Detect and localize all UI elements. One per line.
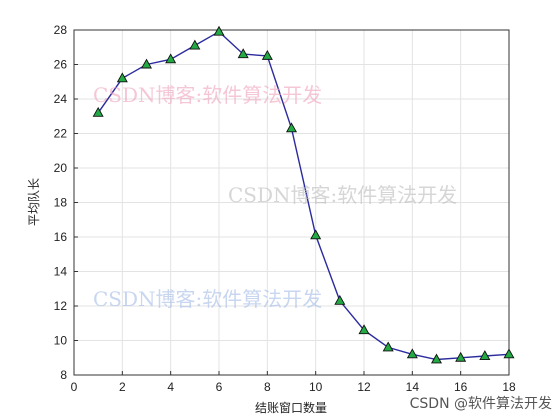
data-point-marker — [358, 324, 370, 335]
data-point-marker — [406, 348, 418, 359]
data-point-marker — [479, 350, 491, 360]
x-tick-label: 4 — [167, 380, 174, 394]
y-axis: 8 10 12 14 16 18 20 22 24 26 28 — [54, 23, 78, 382]
x-tick-label: 16 — [454, 380, 468, 394]
y-tick-label: 26 — [54, 58, 68, 72]
y-tick-label: 12 — [54, 299, 68, 313]
x-tick-label: 6 — [216, 380, 223, 394]
data-point-marker — [334, 294, 346, 305]
x-tick-label: 18 — [502, 380, 516, 394]
y-tick-label: 22 — [54, 127, 68, 141]
x-tick-label: 8 — [264, 380, 271, 394]
data-point-marker — [503, 348, 515, 359]
y-tick-label: 16 — [54, 230, 68, 244]
data-point-marker — [285, 122, 298, 133]
y-tick-label: 20 — [54, 161, 68, 175]
data-point-marker — [140, 58, 153, 69]
series-line — [97, 30, 510, 361]
x-axis-label: 结账窗口数量 — [255, 400, 327, 415]
y-tick-label: 14 — [54, 265, 68, 279]
data-point-marker — [430, 353, 443, 364]
x-tick-label: 12 — [357, 380, 371, 394]
x-tick-label: 14 — [406, 380, 420, 394]
data-point-marker — [116, 72, 128, 83]
watermark-pink: CSDN博客:软件算法开发 — [93, 83, 322, 107]
y-tick-label: 8 — [60, 368, 67, 382]
y-tick-label: 10 — [54, 334, 68, 348]
csdn-credit: CSDN @软件算法开发 — [410, 396, 552, 412]
y-tick-label: 18 — [54, 196, 68, 210]
x-tick-label: 2 — [119, 380, 126, 394]
data-point-marker — [189, 39, 201, 50]
x-axis: 0 2 4 6 8 10 12 14 16 18 — [71, 371, 516, 394]
watermark-blue: CSDN博客:软件算法开发 — [93, 287, 322, 311]
y-axis-label: 平均队长 — [26, 178, 41, 226]
x-tick-label: 10 — [309, 380, 323, 394]
data-point-marker — [261, 49, 273, 60]
data-point-marker — [213, 25, 225, 36]
data-point-marker — [455, 351, 467, 362]
series-markers — [92, 25, 515, 364]
data-point-marker — [382, 341, 394, 352]
data-point-marker — [165, 53, 177, 64]
watermark-gray: CSDN博客:软件算法开发 — [228, 183, 457, 207]
grid — [74, 30, 509, 375]
data-point-marker — [92, 106, 104, 117]
x-tick-label: 0 — [71, 380, 78, 394]
data-point-marker — [237, 48, 249, 59]
y-tick-label: 28 — [54, 23, 68, 37]
y-tick-label: 24 — [54, 92, 68, 106]
data-point-marker — [310, 229, 322, 240]
